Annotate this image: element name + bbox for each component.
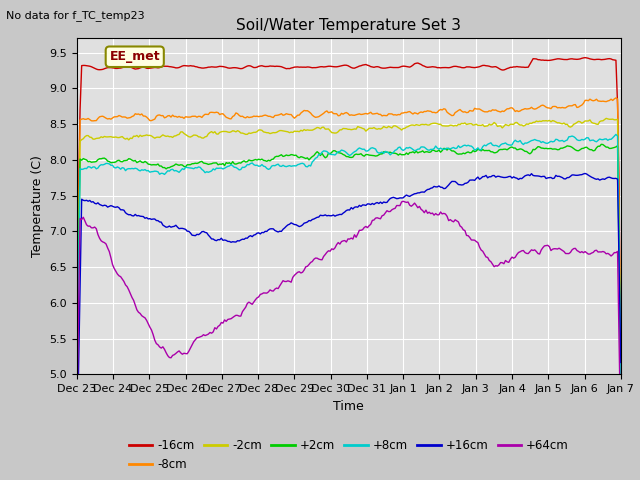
Text: EE_met: EE_met: [109, 50, 160, 63]
Legend: -16cm, -8cm, -2cm, +2cm, +8cm, +16cm, +64cm: -16cm, -8cm, -2cm, +2cm, +8cm, +16cm, +6…: [124, 434, 573, 475]
Text: No data for f_TC_temp23: No data for f_TC_temp23: [6, 10, 145, 21]
Title: Soil/Water Temperature Set 3: Soil/Water Temperature Set 3: [236, 18, 461, 33]
X-axis label: Time: Time: [333, 400, 364, 413]
Y-axis label: Temperature (C): Temperature (C): [31, 156, 44, 257]
